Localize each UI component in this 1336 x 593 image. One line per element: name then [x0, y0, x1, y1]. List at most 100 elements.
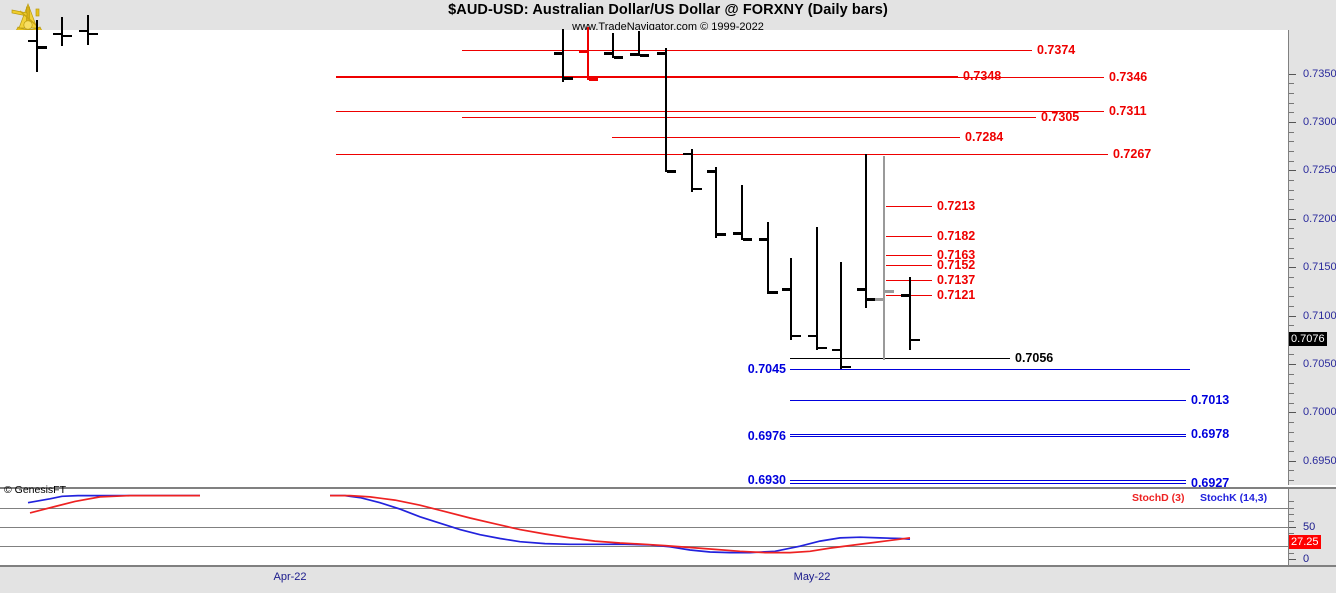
price-chart-pane[interactable]: 0.7374 0.7346 0.7348 0.7311 0.7305 0.7284 0.72…: [0, 15, 1289, 490]
level-line[interactable]: [336, 75, 958, 77]
ohlc-open-tick: [604, 52, 613, 55]
ohlc-open-tick: [28, 39, 37, 43]
ohlc-close-tick: [564, 77, 573, 80]
level-label: 0.7346: [1109, 70, 1148, 85]
price-axis-minor-tick: [1289, 402, 1294, 404]
level-line[interactable]: [886, 236, 932, 238]
ohlc-close-tick: [89, 32, 98, 36]
ohlc-stem: [865, 153, 868, 308]
stoch-axis-minor-tick: [1289, 501, 1294, 503]
price-axis-minor-tick: [1289, 112, 1294, 114]
level-line[interactable]: [886, 254, 932, 256]
ohlc-close-tick: [667, 170, 676, 173]
ohlc-open-tick: [759, 238, 768, 241]
level-line[interactable]: [886, 265, 932, 267]
ohlc-close-tick: [792, 334, 801, 338]
price-axis-minor-tick: [1289, 296, 1294, 298]
price-axis-minor-tick: [1289, 199, 1294, 201]
price-axis-label: 0.7300: [1303, 115, 1336, 128]
ohlc-close-tick: [743, 238, 752, 241]
ohlc-stem: [767, 221, 770, 295]
price-axis-minor-tick: [1289, 354, 1294, 356]
price-axis-minor-tick: [1289, 451, 1294, 453]
level-line[interactable]: [790, 358, 1010, 360]
ohlc-close-tick: [842, 365, 851, 369]
last-price-tag: 0.7076: [1289, 331, 1327, 346]
level-line[interactable]: [790, 480, 1186, 482]
price-axis-label: 0.7000: [1303, 406, 1336, 419]
level-label: 0.7013: [1191, 392, 1230, 407]
ohlc-open-tick: [875, 298, 884, 301]
level-label: 0.6930: [747, 473, 786, 488]
price-axis-minor-tick: [1289, 441, 1294, 443]
stoch-axis-minor-tick: [1289, 520, 1294, 522]
price-axis-minor-tick: [1289, 286, 1294, 288]
ohlc-close-tick: [693, 187, 702, 191]
level-label: 0.6927: [1191, 476, 1230, 491]
price-axis-label: 0.7250: [1303, 164, 1336, 177]
level-label: 0.7121: [937, 288, 976, 303]
stoch-axis-label: 0: [1303, 553, 1310, 565]
level-line[interactable]: [790, 399, 1186, 401]
stoch-axis-minor-tick: [1289, 533, 1294, 535]
level-label: 0.6978: [1191, 426, 1230, 441]
price-axis-label: 0.6950: [1303, 454, 1336, 467]
level-line[interactable]: [790, 483, 1186, 485]
stoch-gridline: [0, 507, 1288, 509]
price-axis-label: 0.7150: [1303, 261, 1336, 274]
price-axis-tick: [1289, 170, 1296, 172]
ohlc-open-tick: [79, 30, 88, 33]
price-axis-minor-tick: [1289, 393, 1294, 395]
stoch-gridline: [0, 546, 1288, 548]
price-axis-minor-tick: [1289, 276, 1294, 278]
price-axis-minor-tick: [1289, 160, 1294, 162]
ohlc-open-tick: [657, 52, 666, 55]
ohlc-close-tick: [38, 46, 47, 49]
level-line[interactable]: [336, 111, 1104, 113]
level-line[interactable]: [462, 50, 1032, 52]
price-axis[interactable]: 0.7350 0.7300 0.7250 0.7200 0.7150 0.7100 0.70…: [1288, 30, 1336, 485]
ohlc-open-tick: [857, 288, 866, 291]
level-label: 0.7374: [1037, 43, 1076, 58]
stoch-axis-minor-tick: [1289, 552, 1294, 554]
price-axis-tick: [1289, 412, 1296, 414]
level-line[interactable]: [462, 117, 1036, 119]
stoch-value-tag: 27.25: [1289, 534, 1321, 549]
level-line[interactable]: [790, 368, 1190, 370]
stochastic-pane[interactable]: StochD (3) StochK (14,3): [0, 487, 1289, 567]
date-axis[interactable]: Apr-22 May-22: [0, 565, 1336, 593]
stoch-d-legend: StochD (3): [1132, 492, 1185, 504]
price-axis-minor-tick: [1289, 383, 1294, 385]
level-line[interactable]: [336, 77, 1104, 79]
ohlc-open-tick: [808, 334, 817, 338]
level-line[interactable]: [790, 435, 1186, 437]
ohlc-close-tick: [818, 346, 827, 349]
ohlc-open-tick: [707, 170, 716, 173]
price-axis-minor-tick: [1289, 180, 1294, 182]
ohlc-open-tick: [782, 288, 791, 291]
price-axis-minor-tick: [1289, 480, 1294, 482]
price-axis-minor-tick: [1289, 151, 1294, 152]
ohlc-close-tick: [911, 338, 920, 342]
chart-header: $AUD-USD: Australian Dollar/US Dollar @ …: [0, 0, 1336, 33]
price-axis-label: 0.7200: [1303, 212, 1336, 225]
level-label: 0.7163: [937, 247, 976, 262]
price-axis-label: 0.7350: [1303, 67, 1336, 80]
ohlc-close-tick: [640, 54, 649, 57]
ohlc-close-tick: [614, 56, 623, 59]
price-axis-minor-tick: [1289, 257, 1294, 259]
ohlc-close-tick: [885, 290, 894, 293]
price-axis-minor-tick: [1289, 238, 1294, 240]
price-axis-label: 0.7050: [1303, 357, 1336, 370]
ohlc-open-tick: [630, 53, 639, 56]
level-line[interactable]: [790, 433, 1186, 435]
level-line[interactable]: [336, 153, 1108, 155]
ohlc-open-tick: [579, 50, 588, 53]
price-axis-minor-tick: [1289, 305, 1294, 307]
level-line[interactable]: [612, 137, 960, 139]
ohlc-stem: [790, 257, 793, 340]
stochastic-axis[interactable]: 50 0 27.25: [1288, 487, 1336, 567]
ohlc-stem: [638, 30, 641, 57]
price-axis-tick: [1289, 460, 1296, 462]
level-line[interactable]: [886, 206, 932, 208]
